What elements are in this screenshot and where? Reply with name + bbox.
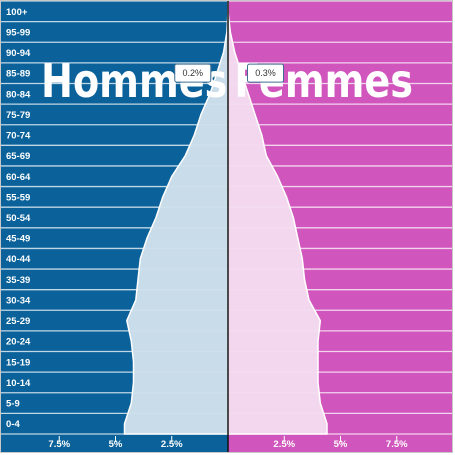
tooltip-label: 0.2%	[182, 68, 203, 78]
age-label: 15-19	[6, 357, 30, 368]
age-label: 20-24	[6, 337, 31, 348]
age-label: 60-64	[6, 172, 31, 183]
tooltips: 0.2% 0.3%	[174, 63, 284, 83]
age-label: 50-54	[6, 213, 31, 224]
x-tick-label: 7.5%	[386, 439, 408, 450]
tooltip: 0.3%	[247, 63, 284, 83]
age-label: 65-69	[6, 151, 30, 162]
age-labels: 100+ 95-99 90-94 85-89 80-84 75-79 70-74 65-69 6…	[6, 7, 31, 430]
age-label: 80-84	[6, 89, 31, 100]
age-label: 30-34	[6, 295, 31, 306]
age-label: 95-99	[6, 27, 30, 38]
x-tick-label: 7.5%	[48, 439, 70, 450]
tooltip-box	[247, 63, 284, 83]
age-label: 85-89	[6, 69, 30, 80]
age-label: 75-79	[6, 110, 30, 121]
age-label: 90-94	[6, 48, 31, 59]
tooltip-label: 0.3%	[255, 68, 276, 78]
x-tick-label: 2.5%	[161, 439, 183, 450]
age-label: 70-74	[6, 131, 31, 142]
age-label: 5-9	[6, 399, 20, 410]
age-label: 25-29	[6, 316, 30, 327]
x-tick-label: 5%	[109, 439, 123, 450]
x-axis-ticks: 7.5% 5% 2.5% 2.5% 5% 7.5%	[48, 436, 408, 450]
age-label: 10-14	[6, 378, 31, 389]
x-tick-label: 2.5%	[273, 439, 295, 450]
tooltip: 0.2%	[174, 63, 212, 83]
age-label: 0-4	[6, 419, 20, 430]
tooltip-box	[174, 63, 212, 83]
age-label: 100+	[6, 7, 28, 18]
femmes-area	[227, 1, 328, 435]
hommes-area	[123, 1, 229, 435]
age-label: 40-44	[6, 254, 31, 265]
age-label: 55-59	[6, 192, 30, 203]
age-label: 35-39	[6, 275, 30, 286]
x-tick-label: 5%	[334, 439, 348, 450]
age-label: 45-49	[6, 234, 30, 245]
